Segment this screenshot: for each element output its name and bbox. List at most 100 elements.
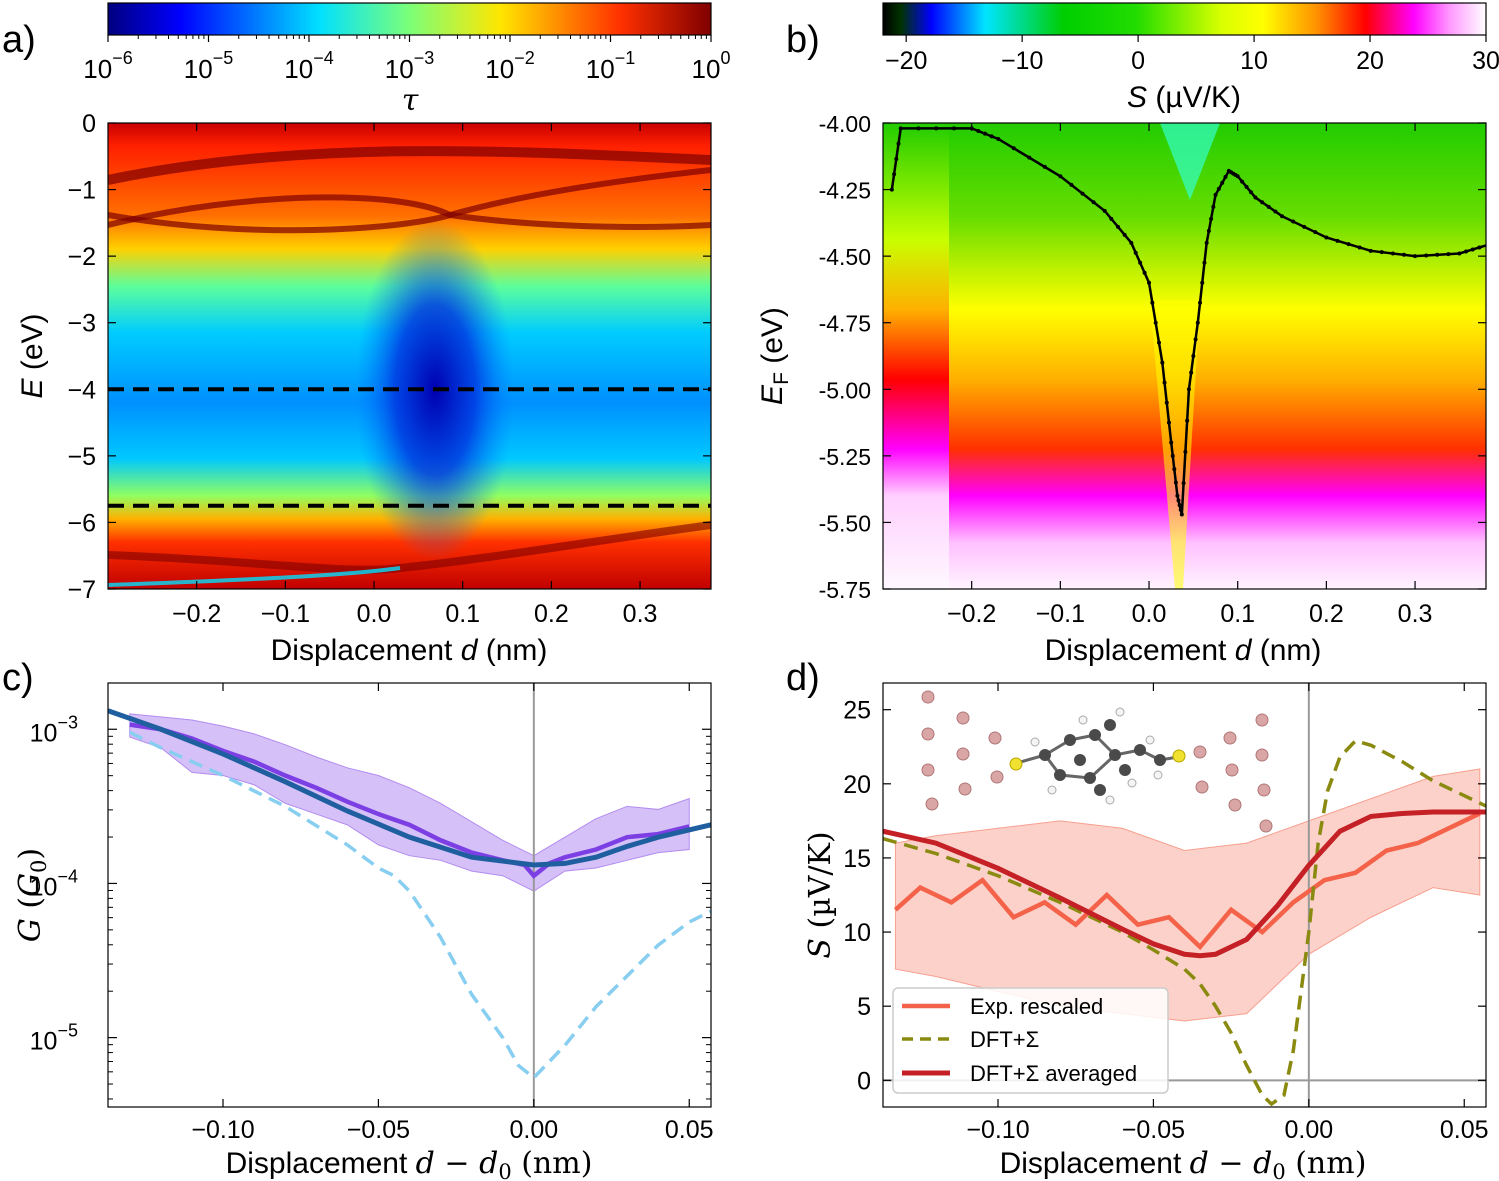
contour-point <box>1109 216 1114 221</box>
contour-point <box>1153 320 1158 325</box>
experiment-line <box>129 722 690 879</box>
contour-point <box>1181 481 1186 486</box>
contour-point <box>1173 480 1178 485</box>
y-tick-label: −1 <box>67 177 96 205</box>
y-tick-label: −6 <box>67 509 96 537</box>
x-axis-label-d: Displacement d − d0 (nm) <box>1000 1146 1367 1181</box>
contour-point <box>1069 182 1074 187</box>
theory-fit-line <box>108 708 711 868</box>
colorbar-a-label: τ <box>402 83 419 118</box>
exp-rescaled-line <box>893 811 1481 951</box>
contour-point <box>1147 280 1152 285</box>
y-axis-label-c: G (G0) <box>13 848 51 942</box>
x-tick-label: 0.0 <box>357 600 392 628</box>
contour-point <box>1346 242 1351 247</box>
contour-point <box>989 134 994 139</box>
contour-point <box>894 156 899 161</box>
contour-point <box>1424 253 1429 258</box>
contour-point <box>1177 503 1182 508</box>
x-tick-label: 0.0 <box>1132 600 1167 628</box>
contour-point <box>1195 320 1200 325</box>
contour-point <box>1138 260 1143 265</box>
y-tick-label: -4.75 <box>819 311 871 337</box>
contour-point <box>1216 186 1221 191</box>
panel-d: d) <box>786 657 1489 1181</box>
colorbar-b-tick-label: 30 <box>1472 47 1499 75</box>
sulfur-atom-right <box>1172 749 1186 763</box>
contour-point <box>1413 254 1418 259</box>
axes-c-frame <box>107 682 712 1108</box>
contour-point <box>1160 360 1165 365</box>
sulfur-atom-left <box>1009 757 1023 771</box>
contour-point <box>1220 180 1225 185</box>
contour-point <box>1183 449 1188 454</box>
contour-point <box>1157 340 1162 345</box>
y-tick-label: -5.50 <box>819 510 871 536</box>
contour-point <box>1457 251 1462 256</box>
y-tick-label: -4.25 <box>819 178 871 204</box>
legend-label-exp: Exp. rescaled <box>970 994 1103 1019</box>
contour-point <box>1166 420 1171 425</box>
colorbar-b-tick-label: 0 <box>1131 47 1145 75</box>
contour-point <box>982 131 987 136</box>
contour-point <box>889 187 894 192</box>
y-tick-label: -5.75 <box>819 577 871 603</box>
y-tick-label: 5 <box>857 993 871 1021</box>
contour-point <box>1477 245 1482 250</box>
contour-point <box>951 126 956 131</box>
contour-point <box>898 126 903 131</box>
x-tick-label: −0.05 <box>347 1116 410 1144</box>
x-tick-label: −0.05 <box>1122 1116 1185 1144</box>
contour-point <box>1213 192 1218 197</box>
colorbar-b-label: S (µV/K) <box>1127 81 1241 114</box>
contour-point <box>1102 208 1107 213</box>
contour-point <box>1058 174 1063 179</box>
contour-point <box>1240 179 1245 184</box>
heatmap-b-cyan-wedge <box>1160 123 1220 200</box>
x-tick-label: −0.1 <box>261 600 310 628</box>
contour-point <box>996 136 1001 141</box>
y-tick-label: 10−4 <box>30 866 78 901</box>
panel-d-label: d) <box>786 657 820 699</box>
contour-point <box>1379 250 1384 255</box>
y-tick-label: −4 <box>67 376 96 404</box>
x-tick-label: −0.10 <box>191 1116 254 1144</box>
exp-error-band <box>894 768 1481 1022</box>
colorbar-a-tick-label: 10−4 <box>284 48 333 84</box>
panel-a: a) 10−6 10−5 10−4 10−3 10−2 10−1 100 τ −0.2 −0.… <box>2 2 731 667</box>
contour-point <box>1172 467 1177 472</box>
x-tick-label: −0.2 <box>172 600 221 628</box>
dft-sigma-line <box>883 738 1486 1107</box>
contour-point <box>1189 370 1194 375</box>
x-tick-label: −0.1 <box>1036 600 1085 628</box>
contour-point <box>1435 252 1440 257</box>
contour-point <box>896 141 901 146</box>
colorbar-a-tick-label: 100 <box>692 48 731 84</box>
contour-point <box>1260 200 1265 205</box>
y-tick-label: −3 <box>67 310 96 338</box>
contour-point <box>934 126 939 131</box>
colorbar-a-tick-label: 10−2 <box>485 48 534 84</box>
x-tick-label: −0.10 <box>966 1116 1029 1144</box>
contour-point <box>1291 219 1296 224</box>
y-tick-label: −7 <box>67 576 96 604</box>
x-tick-label: 0.05 <box>665 1116 714 1144</box>
axes-b-frame <box>882 122 1487 590</box>
panel-c-label: c) <box>2 657 34 699</box>
contour-point <box>1185 418 1190 423</box>
contour-point <box>1169 440 1174 445</box>
contour-point <box>1470 247 1475 252</box>
axes-a-frame <box>107 122 712 590</box>
x-tick-label: 0.2 <box>534 600 569 628</box>
colorbar-b-tick-label: 20 <box>1356 47 1384 75</box>
colorbar-a <box>107 2 712 36</box>
panel-b: b) −20 −10 0 10 20 30 S (µV/K) −0.2 −0.1 0.0 0.1… <box>756 2 1499 667</box>
y-axis-label-d: S (µV/K) <box>803 831 838 958</box>
theory-dashed-line <box>128 730 711 1081</box>
contour-point <box>1335 238 1340 243</box>
right-electrode-atoms <box>1193 713 1273 833</box>
y-tick-label: -4.00 <box>819 111 871 137</box>
heatmap-b <box>883 123 1486 589</box>
panel-a-label: a) <box>2 19 36 61</box>
